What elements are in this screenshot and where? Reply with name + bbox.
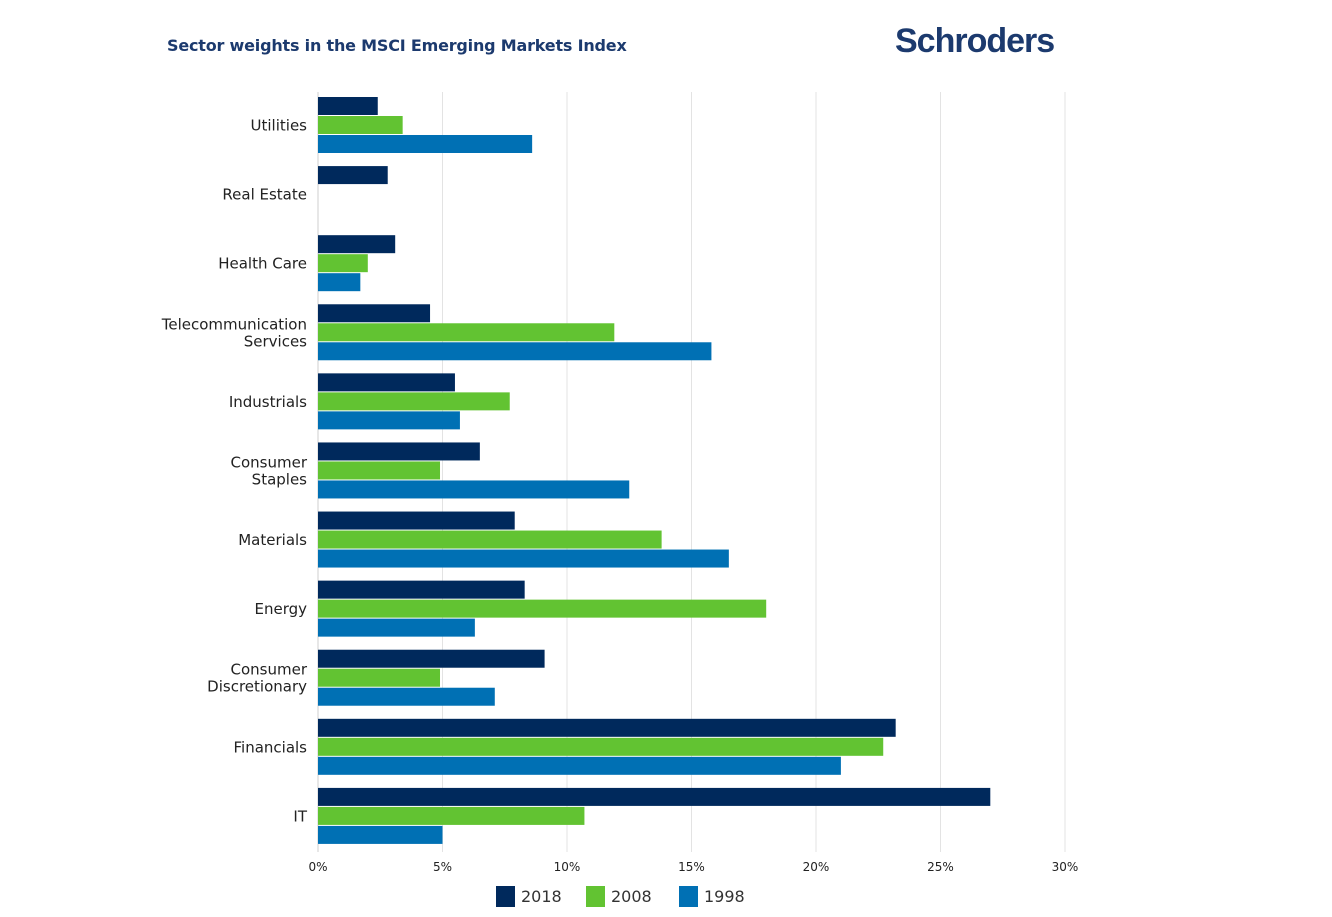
x-tick-label: 5% [433,860,452,874]
schroders-logo: Schroders [895,22,1055,60]
category-label: Utilities [251,117,308,135]
bar-1998 [318,687,495,706]
bar-1998 [318,273,361,292]
bar-2018 [318,235,396,254]
category-label: IT [293,807,307,825]
bar-1998 [318,342,712,361]
category-label: Health Care [218,255,307,273]
bar-2018 [318,649,545,668]
legend-swatch-1998 [679,886,698,907]
bar-2018 [318,580,525,599]
x-tick-label: 25% [927,860,954,874]
legend-label: 2018 [521,887,562,906]
bar-1998 [318,618,475,637]
bar-2018 [318,373,455,392]
bar-2008 [318,461,441,480]
bar-2008 [318,737,884,756]
legend-label: 1998 [704,887,745,906]
category-label: Energy [254,600,307,618]
category-label: Industrials [229,393,307,411]
bar-2008 [318,806,585,825]
bar-2018 [318,97,378,115]
bar-2008 [318,392,510,411]
legend-swatch-2018 [496,886,515,907]
category-label: Materials [238,531,307,549]
bar-1998 [318,411,460,430]
category-label: Telecommunication [161,315,307,333]
category-label: Staples [252,470,308,488]
bars [318,97,991,844]
bar-2008 [318,323,615,342]
bar-2018 [318,787,991,806]
bar-1998 [318,480,630,499]
bar-2008 [318,668,441,687]
legend-swatch-2008 [586,886,605,907]
category-label: Discretionary [207,678,307,696]
bar-2018 [318,166,388,185]
category-label: Consumer [231,453,308,471]
category-label: Financials [234,738,308,756]
x-tick-label: 15% [678,860,705,874]
bar-2008 [318,530,662,549]
bar-1998 [318,135,533,153]
bar-1998 [318,756,841,775]
bar-1998 [318,825,443,844]
bar-2018 [318,442,480,461]
bar-2018 [318,304,431,323]
x-tick-label: 10% [554,860,581,874]
x-tick-label: 0% [308,860,327,874]
legend-label: 2008 [611,887,652,906]
bar-2018 [318,511,515,530]
category-labels: Utilities Real Estate Health Care Telecommu… [161,117,308,826]
bar-2008 [318,254,368,273]
bar-2008 [318,116,403,134]
bar-2018 [318,718,896,737]
legend: 2018 2008 1998 [496,886,745,907]
chart-title: Sector weights in the MSCI Emerging Mark… [167,36,627,55]
x-tick-label: 30% [1052,860,1079,874]
category-label: Real Estate [222,186,307,204]
x-tick-labels: 0% 5% 10% 15% 20% 25% 30% [308,860,1078,874]
bar-2008 [318,599,767,618]
bar-1998 [318,549,729,568]
x-tick-label: 20% [803,860,830,874]
category-label: Services [244,332,307,350]
category-label: Consumer [231,661,308,679]
